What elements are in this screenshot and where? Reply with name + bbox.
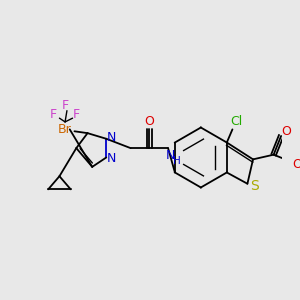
Text: Cl: Cl [230,116,242,128]
Text: S: S [250,178,259,193]
Text: N: N [106,152,116,165]
Text: Br: Br [58,123,72,136]
Text: O: O [292,158,300,170]
Text: N: N [165,149,175,162]
Text: H: H [172,156,180,166]
Text: O: O [144,116,154,128]
Text: F: F [49,108,56,121]
Text: N: N [106,131,116,144]
Text: F: F [61,100,69,112]
Text: O: O [281,125,291,138]
Text: F: F [73,108,80,121]
